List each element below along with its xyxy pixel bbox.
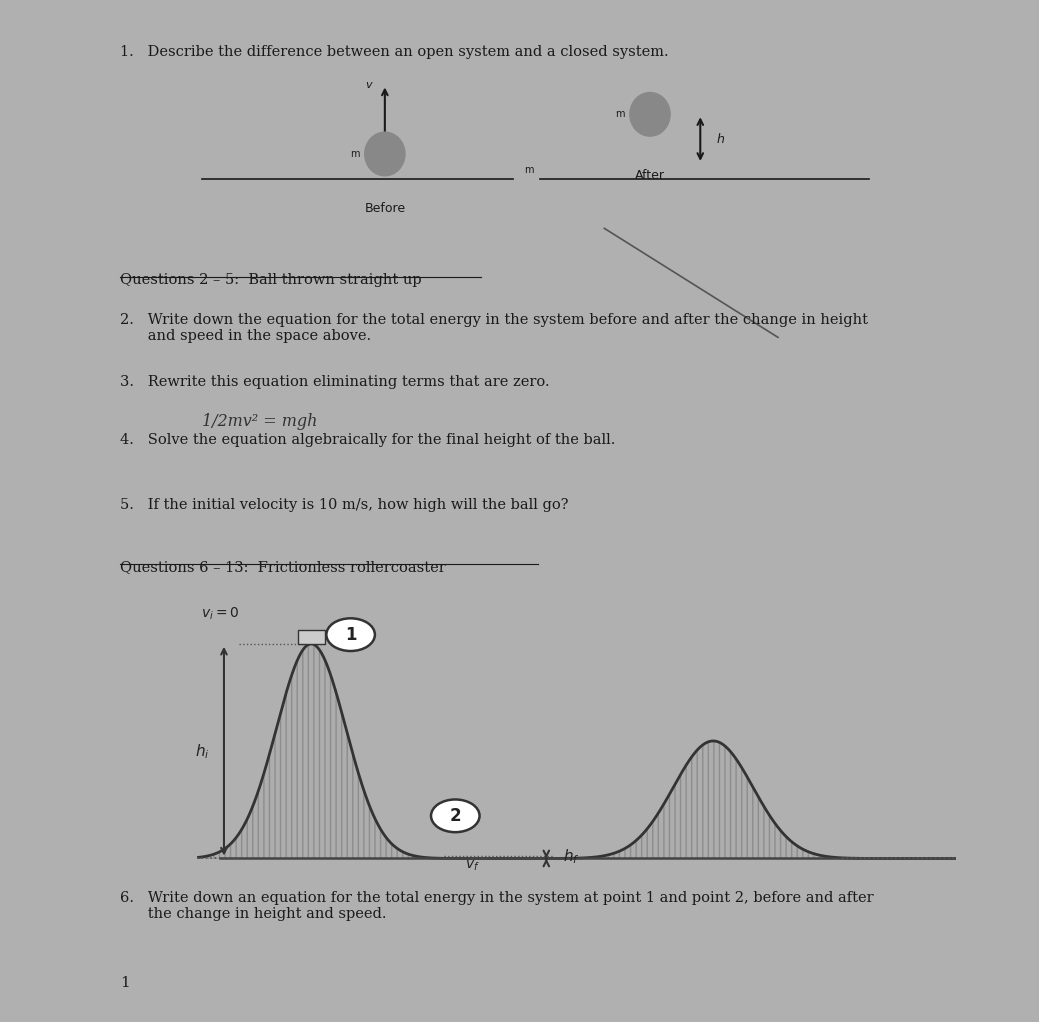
Text: v: v	[365, 80, 371, 90]
Text: 1: 1	[345, 625, 356, 644]
Text: 2: 2	[450, 806, 461, 825]
Circle shape	[326, 618, 375, 651]
Text: Questions 6 – 13:  Frictionless rollercoaster: Questions 6 – 13: Frictionless rollercoa…	[119, 560, 446, 574]
Text: Before: Before	[365, 201, 405, 215]
Text: 2.   Write down the equation for the total energy in the system before and after: 2. Write down the equation for the total…	[119, 313, 868, 342]
Text: 5.   If the initial velocity is 10 m/s, how high will the ball go?: 5. If the initial velocity is 10 m/s, ho…	[119, 498, 568, 512]
Text: 1.   Describe the difference between an open system and a closed system.: 1. Describe the difference between an op…	[119, 45, 668, 59]
Text: 1/2mv² = mgh: 1/2mv² = mgh	[202, 413, 317, 429]
Text: After: After	[635, 169, 665, 182]
Circle shape	[630, 93, 670, 136]
Text: 3.   Rewrite this equation eliminating terms that are zero.: 3. Rewrite this equation eliminating ter…	[119, 375, 550, 389]
Text: $v_i = 0$: $v_i = 0$	[202, 605, 239, 621]
Bar	[297, 630, 325, 644]
Text: Questions 2 – 5:  Ball thrown straight up: Questions 2 – 5: Ball thrown straight up	[119, 273, 422, 287]
Text: $h_i$: $h_i$	[195, 742, 210, 760]
Circle shape	[431, 799, 480, 832]
Text: h: h	[717, 133, 724, 145]
Text: 4.   Solve the equation algebraically for the final height of the ball.: 4. Solve the equation algebraically for …	[119, 432, 615, 447]
Text: 6.   Write down an equation for the total energy in the system at point 1 and po: 6. Write down an equation for the total …	[119, 890, 874, 921]
Text: m: m	[615, 109, 624, 120]
Text: 1: 1	[119, 976, 130, 989]
Text: $v_f$: $v_f$	[465, 858, 480, 873]
Text: m: m	[524, 165, 533, 175]
Text: m: m	[350, 149, 359, 159]
Text: $h_f$: $h_f$	[563, 847, 580, 867]
Circle shape	[365, 132, 405, 176]
